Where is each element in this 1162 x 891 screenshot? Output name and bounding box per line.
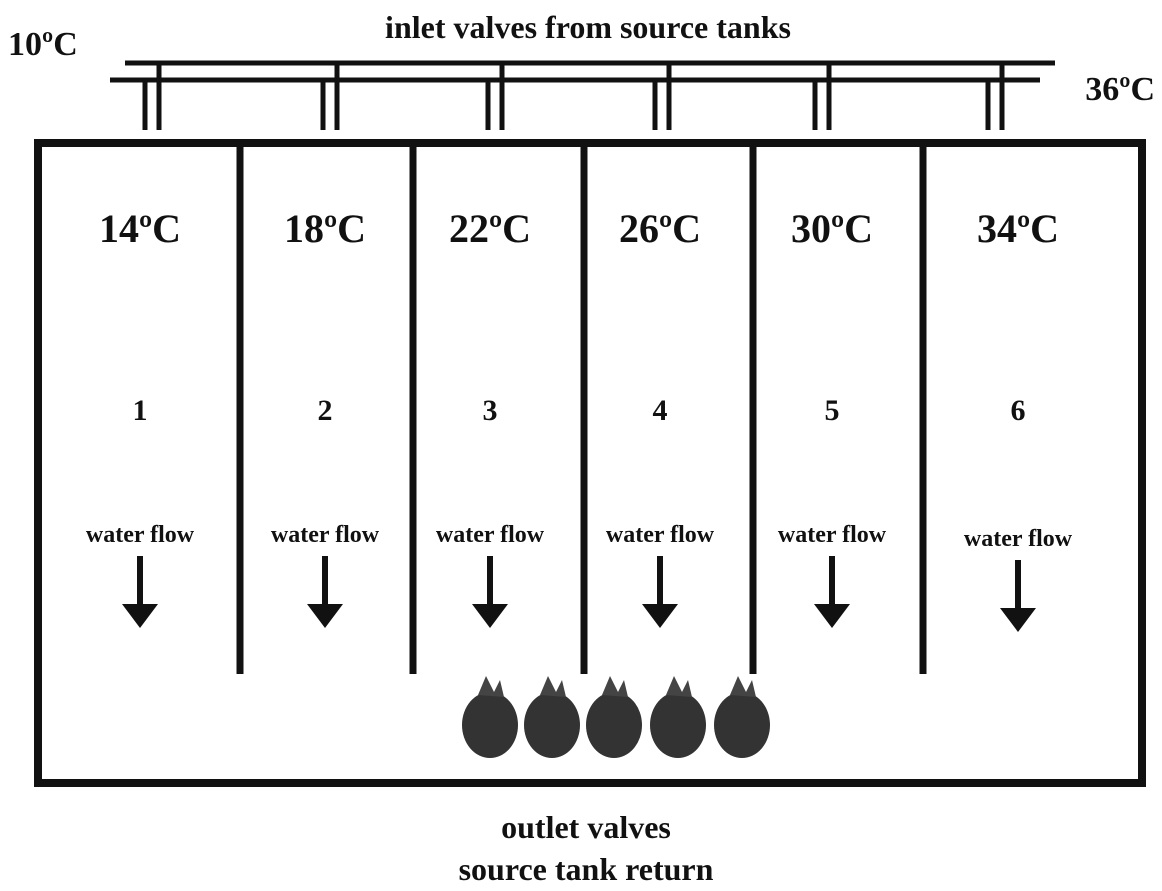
lane-number: 5 [825,394,840,427]
fish [586,676,642,758]
fish [650,676,706,758]
flow-arrow-head [472,604,508,628]
flow-label: water flow [606,522,715,548]
fish-group [462,676,770,758]
fish [462,676,518,758]
lane-number: 1 [133,394,148,427]
lane-number: 6 [1011,394,1026,427]
lane-temperature: 14ºC [99,206,181,251]
lane-temperature: 22ºC [449,206,531,251]
right-temperature: 36ºC [1085,71,1155,108]
return-label: source tank return [459,851,714,886]
flow-label: water flow [778,522,887,548]
flow-label: water flow [86,522,195,548]
tank-wall [34,139,1146,783]
flow-label: water flow [436,522,545,548]
lane-number: 4 [653,394,668,427]
fish [714,676,770,758]
flow-arrow-head [122,604,158,628]
flow-arrow-head [814,604,850,628]
left-temperature: 10ºC [8,26,78,63]
fish [524,676,580,758]
flow-label: water flow [964,526,1073,552]
lane-temperature: 34ºC [977,206,1059,251]
outlet-label: outlet valves [501,809,671,845]
flow-arrow-head [307,604,343,628]
flow-label: water flow [271,522,380,548]
lane-temperature: 26ºC [619,206,701,251]
lane-temperature: 30ºC [791,206,873,251]
lane-number: 3 [483,394,498,427]
flow-arrow-head [642,604,678,628]
lane-temperature: 18ºC [284,206,366,251]
flow-arrow-head [1000,608,1036,632]
title: inlet valves from source tanks [385,9,791,45]
lane-number: 2 [318,394,333,427]
